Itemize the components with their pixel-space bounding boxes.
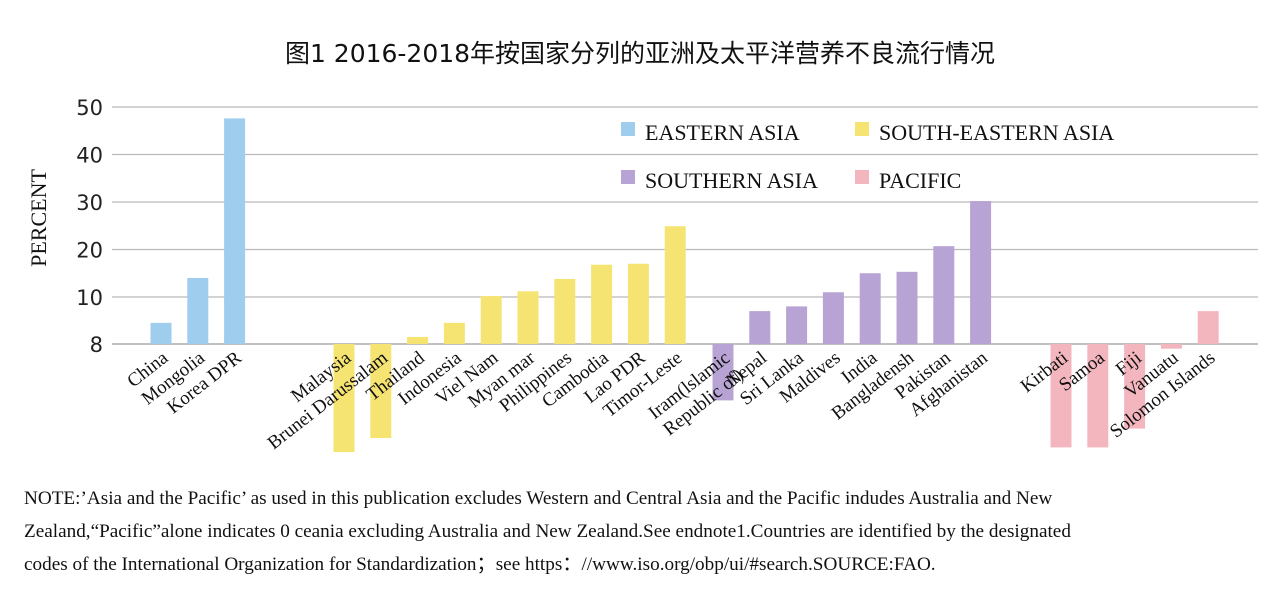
- bar: [333, 344, 355, 453]
- bar: [970, 201, 992, 344]
- y-tick-label: 20: [76, 239, 103, 263]
- bar: [859, 273, 881, 344]
- chart-title: 图1 2016-2018年按国家分列的亚洲及太平洋营养不良流行情况: [284, 39, 996, 68]
- footnote: NOTE:’Asia and the Pacific’ as used in t…: [24, 482, 1258, 581]
- bar: [480, 296, 502, 344]
- y-axis-label: PERCENT: [26, 169, 51, 267]
- bars: [150, 118, 1219, 453]
- legend-label: SOUTHERN ASIA: [645, 168, 818, 193]
- y-tick-label: 30: [76, 191, 103, 215]
- footnote-line-3: codes of the International Organization …: [24, 554, 936, 575]
- bar: [1124, 344, 1146, 429]
- bar: [749, 311, 771, 344]
- bar: [1050, 344, 1072, 448]
- legend-label: SOUTH-EASTERN ASIA: [879, 120, 1114, 145]
- legend-swatch: [621, 122, 635, 136]
- legend: EASTERN ASIA SOUTH-EASTERN ASIA SOUTHERN A…: [621, 120, 1114, 193]
- bar: [1087, 344, 1109, 448]
- bar: [1197, 311, 1219, 344]
- bar: [896, 271, 918, 344]
- y-axis-ticks: 8 10 20 30 40 50: [76, 96, 103, 357]
- bar: [627, 263, 649, 344]
- y-tick-label: 8: [90, 333, 103, 357]
- bar: [224, 118, 246, 345]
- bar: [712, 344, 734, 401]
- legend-swatch: [621, 170, 635, 184]
- bar: [187, 278, 209, 344]
- bar: [933, 246, 955, 344]
- bar: [370, 344, 392, 438]
- bar: [591, 264, 613, 344]
- y-tick-label: 10: [76, 286, 103, 310]
- bar: [517, 291, 539, 344]
- footnote-line-2: Zealand,“Pacific”alone indicates 0 ceani…: [24, 521, 1071, 542]
- bar: [822, 292, 844, 344]
- bar: [407, 336, 429, 344]
- bar: [664, 226, 686, 344]
- bar: [150, 322, 172, 344]
- y-tick-label: 40: [76, 144, 103, 168]
- legend-label: PACIFIC: [879, 168, 961, 193]
- bar: [443, 322, 465, 344]
- y-tick-label: 50: [76, 96, 103, 120]
- legend-swatch: [855, 170, 869, 184]
- bar: [554, 278, 576, 344]
- bar: [786, 306, 808, 344]
- footnote-line-1: NOTE:’Asia and the Pacific’ as used in t…: [24, 488, 1053, 509]
- bar: [1160, 344, 1182, 349]
- legend-label: EASTERN ASIA: [645, 120, 800, 145]
- legend-swatch: [855, 122, 869, 136]
